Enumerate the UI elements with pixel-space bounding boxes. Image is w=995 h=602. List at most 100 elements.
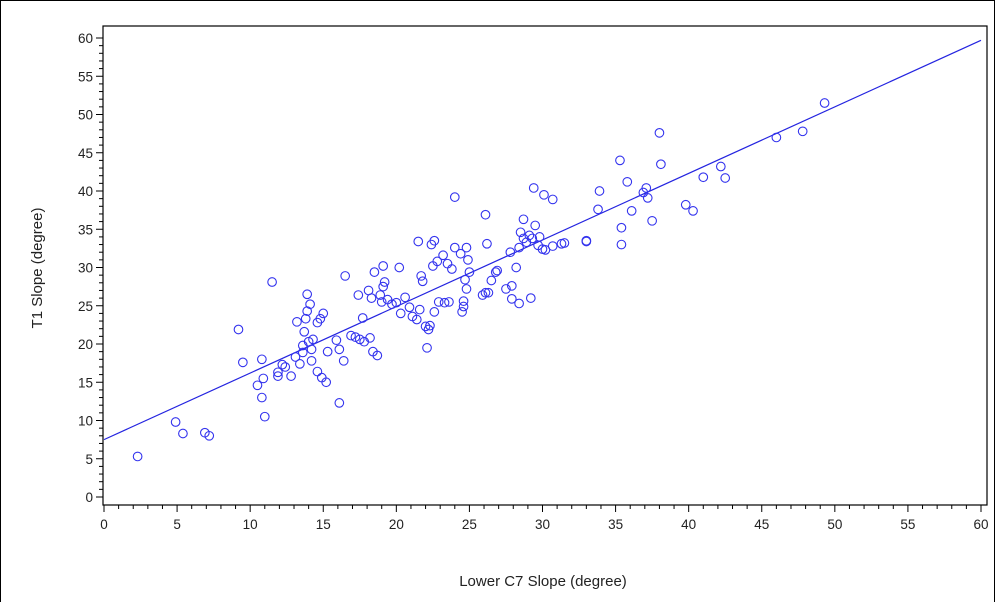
data-point [375, 290, 386, 300]
x-tick-label: 30 [535, 517, 550, 532]
data-point [376, 297, 387, 307]
data-point [656, 159, 666, 170]
data-point [416, 271, 427, 281]
data-point [490, 267, 501, 277]
data-point [391, 297, 402, 308]
data-point [297, 347, 308, 358]
data-point [654, 128, 665, 138]
data-point [422, 342, 432, 353]
x-tick-label: 60 [973, 517, 988, 532]
data-point [514, 242, 524, 253]
x-axis-title: Lower C7 Slope (degree) [459, 573, 627, 590]
y-tick-label: 10 [78, 414, 93, 429]
data-point [594, 186, 605, 196]
y-tick-label: 20 [78, 337, 93, 352]
y-tick-label: 25 [78, 299, 93, 314]
data-point [340, 271, 351, 281]
y-tick-label: 0 [85, 490, 93, 505]
data-point [720, 173, 731, 183]
data-point [581, 236, 592, 247]
data-point [458, 296, 469, 307]
y-tick-label: 15 [78, 375, 93, 390]
data-point [302, 289, 313, 300]
data-point [273, 367, 283, 378]
data-point [505, 247, 516, 258]
data-point [365, 333, 375, 343]
data-point [511, 262, 522, 273]
data-point [429, 235, 440, 246]
x-tick-label: 20 [389, 517, 404, 532]
data-point [395, 308, 406, 319]
data-point [458, 301, 469, 312]
data-point [698, 172, 709, 183]
data-point [438, 250, 448, 261]
data-points [132, 98, 830, 462]
data-point [321, 377, 332, 388]
data-point [797, 126, 808, 137]
data-point [540, 245, 551, 255]
data-point [379, 277, 390, 287]
data-point [305, 299, 315, 310]
data-point [486, 275, 497, 286]
data-point [277, 359, 288, 370]
y-tick-label: 30 [78, 261, 93, 276]
data-point [378, 281, 389, 292]
data-point [449, 192, 460, 202]
y-tick-label: 45 [78, 146, 93, 161]
data-point [444, 297, 454, 307]
data-point [457, 307, 467, 317]
data-point [252, 380, 263, 391]
data-point [411, 314, 422, 325]
data-point [204, 430, 215, 441]
x-tick-label: 25 [462, 517, 477, 532]
data-point [417, 276, 428, 287]
data-point [132, 451, 143, 462]
data-point [480, 287, 491, 298]
data-point [357, 313, 368, 323]
data-point [258, 373, 269, 384]
data-point [715, 161, 726, 172]
data-point [338, 355, 349, 366]
data-point [483, 287, 494, 298]
data-point [514, 298, 524, 309]
x-tick-label: 40 [681, 517, 696, 532]
data-point [369, 267, 380, 277]
y-tick-label: 50 [78, 108, 93, 123]
data-point [259, 411, 270, 422]
x-tick-label: 15 [316, 517, 331, 532]
data-point [477, 290, 488, 300]
data-point [315, 313, 326, 324]
x-tick-label: 35 [608, 517, 623, 532]
x-tick-label: 10 [243, 517, 258, 532]
data-point [372, 350, 383, 361]
y-tick-label: 55 [78, 69, 93, 84]
data-point [387, 299, 397, 310]
y-tick-label: 35 [78, 222, 93, 237]
data-point [593, 204, 603, 215]
data-point [461, 242, 472, 253]
data-point [464, 267, 475, 277]
x-tick-label: 45 [754, 517, 769, 532]
data-point [622, 176, 633, 187]
data-point [432, 256, 443, 267]
data-point [680, 199, 691, 210]
data-point [306, 344, 317, 355]
data-point [299, 326, 310, 337]
data-point [616, 222, 627, 233]
data-point [318, 308, 329, 319]
data-point [641, 183, 652, 193]
data-point [482, 238, 492, 249]
data-point [302, 306, 313, 316]
data-point [290, 352, 301, 362]
data-point [615, 155, 625, 166]
data-point [295, 359, 305, 369]
data-point [170, 417, 181, 427]
data-point [257, 392, 267, 403]
data-point [306, 355, 317, 366]
data-point [273, 371, 283, 381]
data-point [616, 239, 627, 250]
data-point [331, 335, 342, 346]
x-tick-label: 0 [100, 517, 108, 532]
data-point [460, 274, 470, 285]
